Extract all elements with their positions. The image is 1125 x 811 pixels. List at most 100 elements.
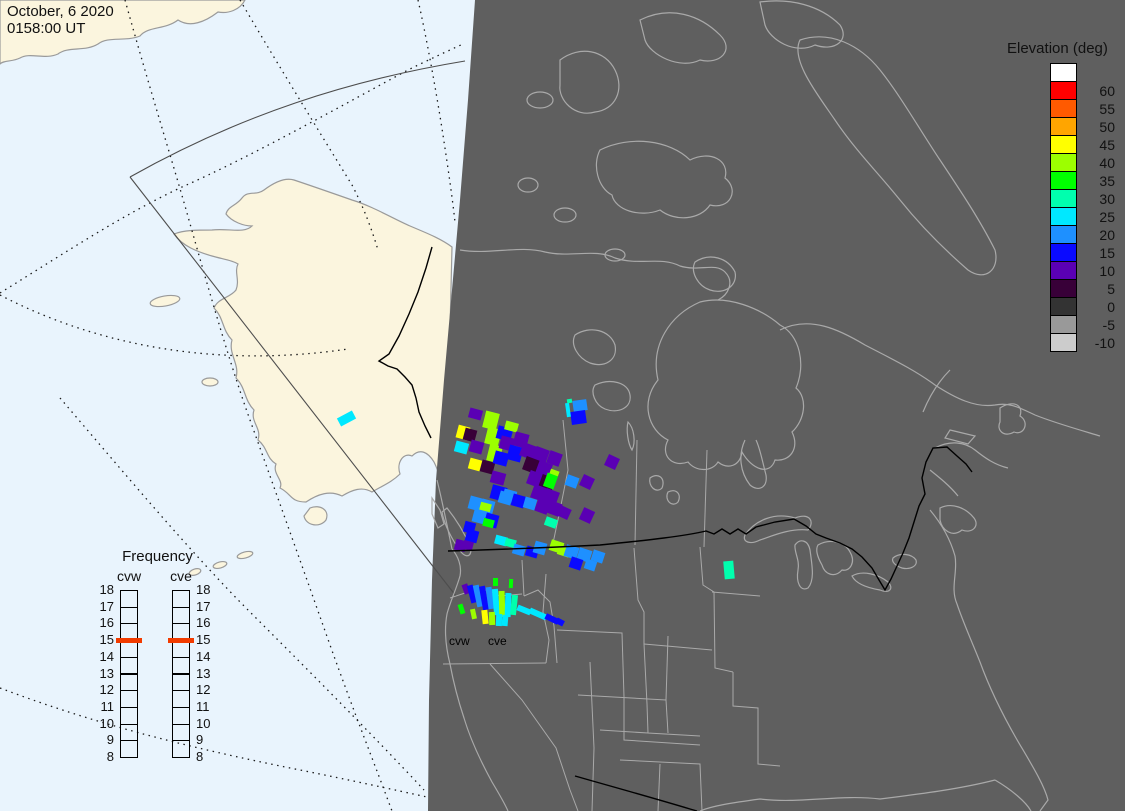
elevation-tick-label: 40: [1099, 155, 1115, 171]
radar-site-label-cvw: cvw: [449, 634, 470, 648]
frequency-bin: [120, 740, 138, 758]
alaska-canada-border: [377, 246, 433, 439]
radar-echo-cell: [495, 613, 503, 627]
frequency-bin: [172, 723, 190, 742]
elevation-tick-label: 30: [1099, 191, 1115, 207]
state-province-borders: [442, 419, 781, 811]
elevation-tick-label: 0: [1107, 299, 1115, 315]
radar-echo-cell: [604, 454, 620, 470]
radar-echo-cell: [472, 584, 484, 608]
elevation-swatch: [1050, 135, 1077, 154]
radar-echo-cell: [522, 456, 540, 474]
elevation-swatch: [1050, 63, 1077, 82]
frequency-tick-label: 12: [99, 682, 114, 698]
frequency-tick-label: 11: [196, 698, 210, 714]
us-mexico-border: [574, 775, 698, 811]
radar-echo-cell: [467, 495, 484, 512]
elevation-legend-title: Elevation (deg): [1007, 40, 1108, 57]
elevation-swatch: [1050, 99, 1077, 118]
radar-echo-cell: [464, 528, 480, 544]
frequency-bin: [120, 606, 138, 625]
radar-echo-cell: [462, 427, 478, 443]
radar-echo-cell: [509, 594, 519, 616]
radar-echo-cell: [534, 498, 551, 515]
radar-echo-cell: [570, 410, 587, 425]
frequency-tick-label: 13: [196, 665, 211, 681]
timestamp: October, 6 2020 0158:00 UT: [7, 3, 114, 37]
elevation-tick-label: 25: [1099, 209, 1115, 225]
frequency-tick-label: 15: [99, 632, 114, 648]
frequency-tick-label: 13: [99, 665, 114, 681]
frequency-legend: Frequency cvw 18 17 16 15 14 13 12 11 10 9 8 cve 18 17…: [100, 548, 230, 766]
radar-echo-cell: [471, 508, 488, 525]
radar-echo-cell: [519, 442, 537, 460]
frequency-bin: [172, 706, 190, 725]
frequency-bin: [120, 690, 138, 708]
frequency-column-label-cve: cve: [170, 568, 192, 584]
radar-fov-outline: [129, 60, 466, 597]
elevation-swatch: [1050, 189, 1077, 208]
radar-echo-cell: [493, 578, 498, 586]
elevation-tick-label: 50: [1099, 119, 1115, 135]
radar-echo-cell: [522, 496, 538, 511]
black-borders: [377, 246, 973, 811]
frequency-tick-label: 17: [99, 598, 114, 614]
elevation-tick-label: 35: [1099, 173, 1115, 189]
frequency-bin: [172, 606, 190, 625]
frequency-tick-label: 16: [196, 615, 211, 631]
frequency-legend-title: Frequency: [122, 548, 193, 565]
canada-us-border: [447, 446, 973, 592]
radar-echo-cell: [494, 534, 508, 547]
frequency-bin: [172, 656, 190, 675]
frequency-bin: [120, 673, 138, 692]
frequency-tick-label: 10: [99, 715, 114, 731]
island-aleutian-1: [236, 550, 254, 560]
radar-echo-cell: [462, 539, 474, 552]
radar-echo-cell: [528, 607, 548, 621]
date-line: October, 6 2020: [7, 3, 114, 20]
radar-echo-cell: [590, 549, 606, 564]
radar-echo-cell: [565, 402, 571, 418]
radar-echo-cell: [336, 410, 357, 427]
frequency-tick-label: 15: [196, 632, 211, 648]
radar-echo-cell: [576, 547, 593, 563]
elevation-swatch: [1050, 225, 1077, 244]
frequency-tick-label: 18: [99, 582, 114, 597]
radar-echo-cell: [488, 611, 496, 626]
great-lakes: [743, 515, 917, 592]
elevation-swatch: [1050, 81, 1077, 100]
frequency-tick-label: 10: [196, 715, 211, 731]
radar-echo-cell: [467, 407, 484, 421]
elevation-swatch: [1050, 171, 1077, 190]
radar-echo-cell: [583, 558, 598, 572]
radar-echo-cell: [549, 468, 560, 477]
radar-echo-cell: [497, 490, 514, 506]
radar-site-label-cve: cve: [488, 634, 507, 648]
radar-echo-cell: [468, 439, 485, 455]
frequency-tick-label: 8: [106, 749, 114, 764]
radar-echo-cell: [508, 578, 514, 589]
elevation-tick-label: 60: [1099, 83, 1115, 99]
island-aleutian-2: [212, 560, 228, 570]
radar-echo-cell: [723, 560, 735, 580]
radar-echo-cell: [466, 584, 478, 604]
radar-echo-cell: [461, 583, 471, 595]
radar-echo-cell: [546, 450, 563, 467]
elevation-swatch: [1050, 117, 1077, 136]
radar-echo-cell: [478, 585, 490, 611]
radar-echo-cell: [467, 457, 483, 472]
radar-echo-cell: [542, 472, 559, 490]
frequency-bin: [120, 723, 138, 742]
frequency-tick-label: 14: [196, 648, 211, 664]
frequency-tick-label: 16: [99, 615, 114, 631]
radar-echo-cell: [481, 609, 489, 625]
frequency-tick-label: 14: [99, 648, 114, 664]
elevation-legend: Elevation (deg) 60 55 50 45 40 35 30 25 20 15 10 5 0…: [1005, 40, 1125, 362]
radar-echo-cell: [453, 440, 470, 455]
elevation-tick-label: -5: [1102, 317, 1115, 333]
radar-echo-cell: [457, 603, 466, 615]
elevation-swatch: [1050, 261, 1077, 280]
frequency-bin: [120, 590, 138, 608]
radar-echo-cell: [563, 544, 580, 560]
